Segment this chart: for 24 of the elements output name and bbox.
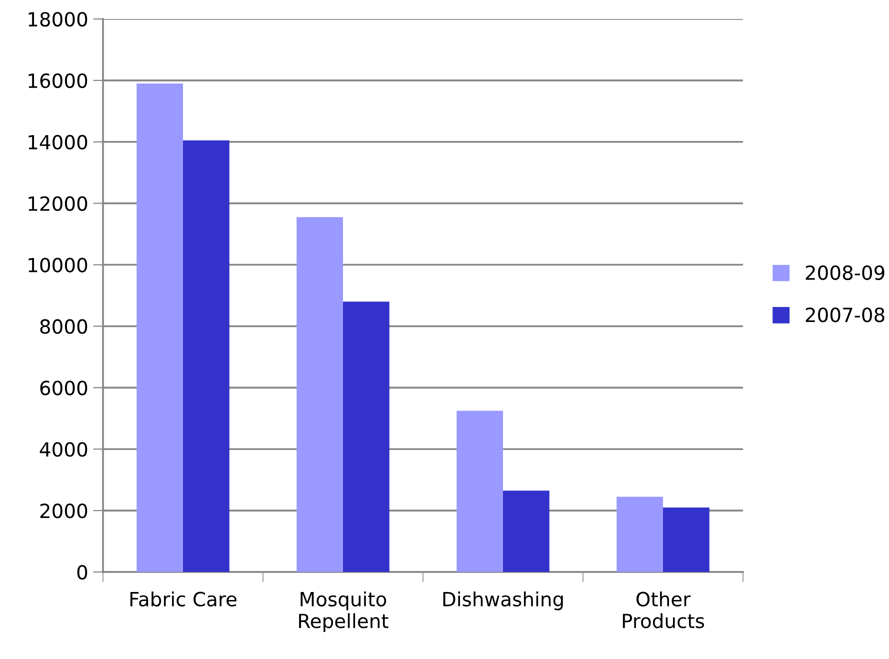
y-tick-label: 2000	[40, 504, 88, 518]
y-tick-label: 16000	[28, 73, 88, 88]
y-tick-label: 18000	[28, 12, 88, 27]
legend-label: 2007-08	[806, 308, 884, 322]
bar	[183, 140, 230, 572]
bar	[663, 507, 710, 572]
x-tick-label: Fabric Care	[130, 591, 236, 606]
y-tick-label: 0	[77, 564, 88, 580]
x-tick-label: Dishwashing	[443, 591, 563, 610]
bar	[503, 490, 550, 572]
bar	[456, 410, 503, 572]
y-tick-label: 10000	[28, 258, 88, 272]
bar	[296, 217, 343, 572]
y-tick-label: 4000	[40, 442, 88, 457]
bar	[343, 302, 390, 572]
bar	[616, 496, 663, 572]
y-tick-label: 14000	[28, 134, 88, 150]
x-tick-label: Mosquito Repellent	[299, 591, 388, 632]
y-tick-label: 6000	[40, 380, 88, 396]
legend-label: 2008-09	[806, 265, 884, 280]
y-tick-label: 8000	[40, 319, 88, 334]
y-tick-label: 12000	[28, 196, 88, 211]
bar	[136, 84, 183, 572]
x-tick-label: Other Products	[622, 591, 704, 628]
